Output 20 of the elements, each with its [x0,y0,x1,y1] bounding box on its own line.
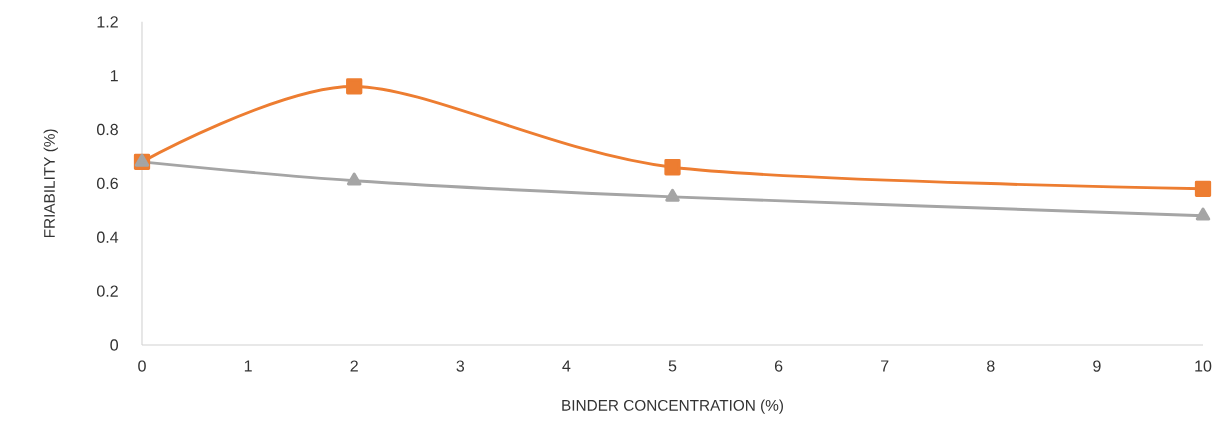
x-tick-label: 5 [668,360,677,372]
x-tick-label: 0 [138,360,146,372]
y-axis-title: FRIABILITY (%) [43,129,58,238]
x-tick-label: 3 [456,360,465,372]
x-axis-title: BINDER CONCENTRATION (%) [562,399,783,414]
x-tick-label: 4 [562,360,571,372]
y-tick-label: 0.4 [97,231,119,243]
y-tick-label: 0.8 [97,123,118,136]
y-tick-label: 0.6 [97,177,118,190]
y-tick-label: 0.2 [97,285,118,297]
x-tick-label: 7 [881,360,889,372]
y-tick-label: 1.2 [97,16,118,28]
y-tick-label: 0 [110,339,119,351]
x-tick-label: 9 [1093,360,1101,372]
y-tick-label: 1 [110,70,118,82]
x-tick-label: 6 [774,360,783,372]
x-tick-label: 8 [987,360,995,372]
x-tick-label: 10 [1195,360,1212,372]
x-tick-label: 1 [244,360,252,372]
x-tick-label: 2 [350,360,358,372]
